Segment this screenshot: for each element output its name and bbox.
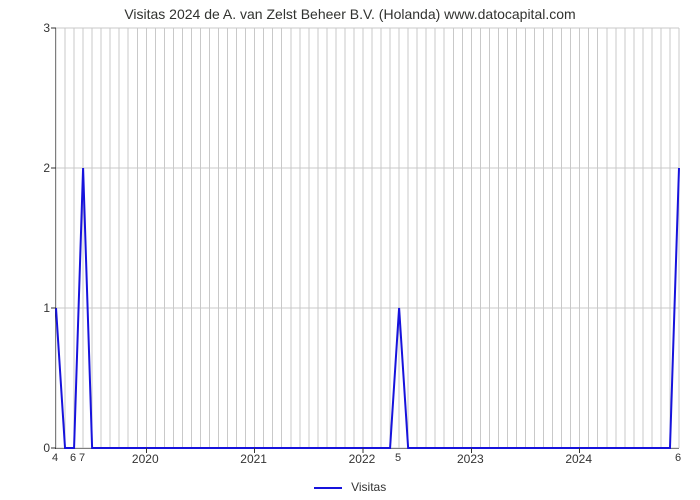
x-tick-label: 2024	[565, 452, 592, 466]
point-label: 5	[395, 452, 401, 464]
legend-label: Visitas	[351, 480, 386, 494]
x-tick-label: 2020	[132, 452, 159, 466]
point-label: 4	[52, 452, 58, 464]
point-label: 6	[70, 452, 76, 464]
legend-swatch	[314, 487, 342, 489]
y-tick-label: 0	[43, 441, 50, 455]
x-tick-label: 2023	[457, 452, 484, 466]
legend: Visitas	[0, 480, 700, 494]
y-tick-label: 2	[43, 161, 50, 175]
plot-area	[55, 28, 679, 449]
y-tick-label: 3	[43, 21, 50, 35]
point-label: 7	[79, 452, 85, 464]
ticks-layer	[56, 28, 679, 448]
y-tick-label: 1	[43, 301, 50, 315]
point-label: 6	[675, 452, 681, 464]
x-tick-label: 2021	[240, 452, 267, 466]
x-tick-label: 2022	[349, 452, 376, 466]
chart-title: Visitas 2024 de A. van Zelst Beheer B.V.…	[0, 6, 700, 22]
